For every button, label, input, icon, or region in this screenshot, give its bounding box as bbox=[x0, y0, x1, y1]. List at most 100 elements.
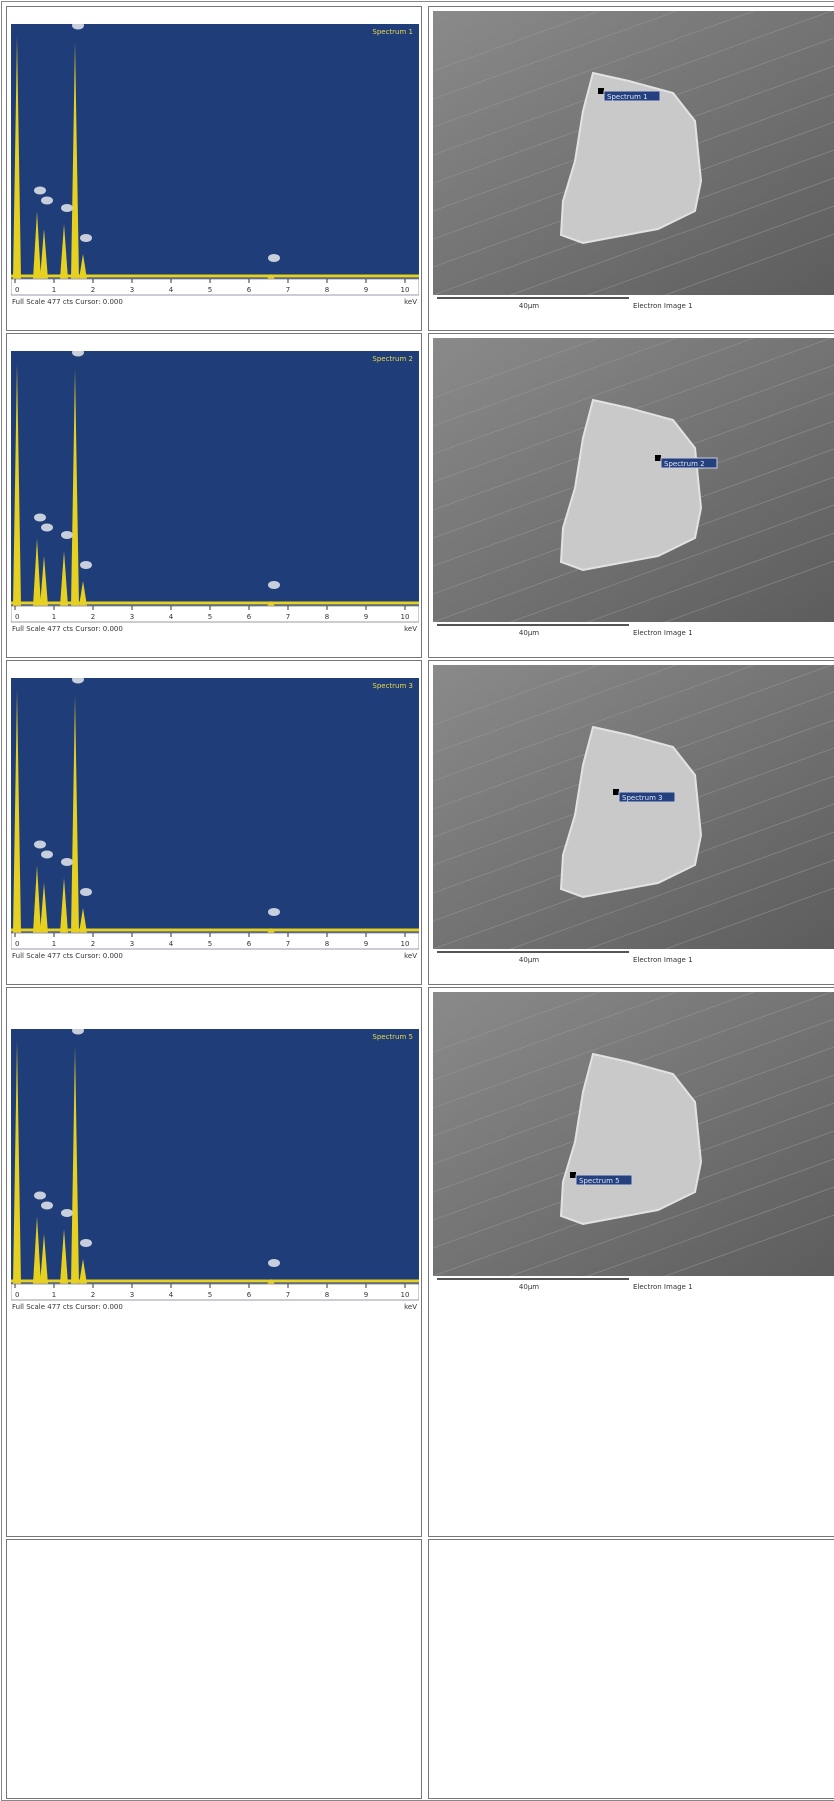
scratch-line bbox=[433, 338, 833, 483]
spectrum-peak bbox=[33, 865, 41, 933]
spectrum-panel bbox=[11, 351, 419, 606]
peak-label bbox=[34, 186, 46, 195]
spectrum-peak bbox=[13, 1041, 21, 1284]
axis-tick-label: 9 bbox=[364, 613, 368, 621]
marker-box bbox=[660, 457, 718, 469]
scratch-line bbox=[433, 11, 601, 72]
scratch-line bbox=[542, 205, 834, 311]
marker-label: Spectrum 2 bbox=[664, 460, 705, 468]
axis-tick-label: 1 bbox=[52, 613, 56, 621]
peak-label bbox=[41, 196, 53, 205]
axis-tick-label: 7 bbox=[286, 940, 290, 948]
spectrum: Spectrum 5 0 1 2 3 4 5 6 7 8 9 10 Full Scale 477 cts… bbox=[11, 1029, 419, 1311]
spectrum-peak bbox=[40, 556, 48, 606]
peak-label bbox=[80, 1239, 92, 1247]
spectrum-axis bbox=[11, 932, 419, 950]
peak-label bbox=[34, 1191, 46, 1200]
axis-tick-label: 9 bbox=[364, 940, 368, 948]
peak-label bbox=[61, 204, 73, 212]
spectrum-peak bbox=[79, 908, 87, 933]
peak-label bbox=[72, 351, 84, 357]
spectrum-axis bbox=[11, 1283, 419, 1301]
spectrum-peak bbox=[60, 1229, 68, 1284]
scratch-line bbox=[542, 532, 834, 638]
spectrum-peak bbox=[33, 1216, 41, 1284]
marker-label: Spectrum 3 bbox=[622, 794, 663, 802]
spectrum-peak bbox=[60, 878, 68, 933]
axis-tick-label: 6 bbox=[247, 1291, 252, 1299]
axis-tick-label: 4 bbox=[169, 613, 174, 621]
scratch-line bbox=[433, 11, 678, 100]
spectrum-peak bbox=[71, 41, 79, 279]
marker-label: Spectrum 1 bbox=[607, 93, 648, 101]
spectrum: Spectrum 2 0 1 2 3 4 5 6 7 8 9 10 Full Scale 477 cts… bbox=[11, 351, 419, 633]
particle bbox=[559, 398, 703, 572]
peak-label bbox=[80, 561, 92, 569]
spectrum-peak bbox=[13, 363, 21, 606]
spectrum-peak bbox=[40, 1234, 48, 1284]
spectrum-label: Spectrum 1 bbox=[372, 28, 413, 36]
axis-tick-label: 0 bbox=[15, 286, 19, 294]
axis-tick-label: 8 bbox=[325, 286, 329, 294]
axis-tick-label: 4 bbox=[169, 940, 174, 948]
marker-dot bbox=[570, 1172, 576, 1178]
scratch-line bbox=[433, 11, 833, 156]
peak-label bbox=[61, 1209, 73, 1217]
image-caption: Electron Image 1 bbox=[633, 302, 693, 310]
axis-footer: Full Scale 477 cts Cursor: 0.000 bbox=[12, 298, 123, 306]
particle bbox=[559, 71, 703, 245]
axis-tick-label: 8 bbox=[325, 613, 329, 621]
spectrum-panel bbox=[11, 678, 419, 933]
axis-tick-label: 6 bbox=[247, 940, 252, 948]
axis-unit: keV bbox=[404, 625, 417, 633]
peak-label bbox=[34, 840, 46, 849]
axis-footer: Full Scale 477 cts Cursor: 0.000 bbox=[12, 625, 123, 633]
spectrum-peak bbox=[60, 224, 68, 279]
sem-image: Spectrum 3 40µm Electron Image 1 bbox=[433, 665, 834, 965]
axis-tick-label: 1 bbox=[52, 940, 56, 948]
peak-label bbox=[72, 1029, 84, 1035]
axis-tick-label: 3 bbox=[130, 940, 134, 948]
scratch-line bbox=[433, 992, 756, 1109]
scratch-line bbox=[433, 992, 833, 1137]
marker-box bbox=[575, 1174, 633, 1186]
peak-label bbox=[61, 858, 73, 866]
particle bbox=[559, 725, 703, 899]
axis-tick-label: 8 bbox=[325, 1291, 329, 1299]
axis-unit: keV bbox=[404, 1303, 417, 1311]
image-caption: Electron Image 1 bbox=[633, 1283, 693, 1291]
spectrum-peak bbox=[40, 883, 48, 933]
scale-label: 40µm bbox=[519, 629, 539, 637]
spectrum-peak bbox=[13, 36, 21, 279]
spectrum-peak bbox=[79, 254, 87, 279]
axis-tick-label: 6 bbox=[247, 613, 252, 621]
spectrum-peak bbox=[13, 690, 21, 933]
scratch-line bbox=[433, 665, 678, 754]
axis-tick-label: 4 bbox=[169, 286, 174, 294]
axis-tick-label: 2 bbox=[91, 1291, 95, 1299]
marker-dot bbox=[598, 88, 604, 94]
peak-label bbox=[80, 888, 92, 896]
sem-image: Spectrum 2 40µm Electron Image 1 bbox=[433, 338, 834, 638]
axis-tick-label: 1 bbox=[52, 1291, 56, 1299]
axis-tick-label: 10 bbox=[401, 1291, 410, 1299]
spectrum-peak bbox=[71, 368, 79, 606]
axis-tick-label: 4 bbox=[169, 1291, 174, 1299]
table-cell: Spectrum 5 0 1 2 3 4 5 6 7 8 9 10 Full Scale 477 cts… bbox=[6, 987, 422, 1537]
axis-tick-label: 7 bbox=[286, 286, 290, 294]
scratch-line bbox=[433, 665, 833, 810]
image-caption: Electron Image 1 bbox=[633, 629, 693, 637]
axis-footer: Full Scale 477 cts Cursor: 0.000 bbox=[12, 1303, 123, 1311]
axis-tick-label: 7 bbox=[286, 1291, 290, 1299]
scratch-line bbox=[433, 338, 601, 399]
axis-unit: keV bbox=[404, 298, 417, 306]
spectrum-peak bbox=[79, 1259, 87, 1284]
scratch-line bbox=[433, 665, 756, 782]
spectrum-axis bbox=[11, 605, 419, 623]
sem-image: Spectrum 1 40µm Electron Image 1 bbox=[433, 11, 834, 311]
peak-label bbox=[72, 24, 84, 30]
spectrum-panel bbox=[11, 1029, 419, 1284]
peak-label bbox=[34, 513, 46, 522]
marker-box bbox=[618, 791, 676, 803]
